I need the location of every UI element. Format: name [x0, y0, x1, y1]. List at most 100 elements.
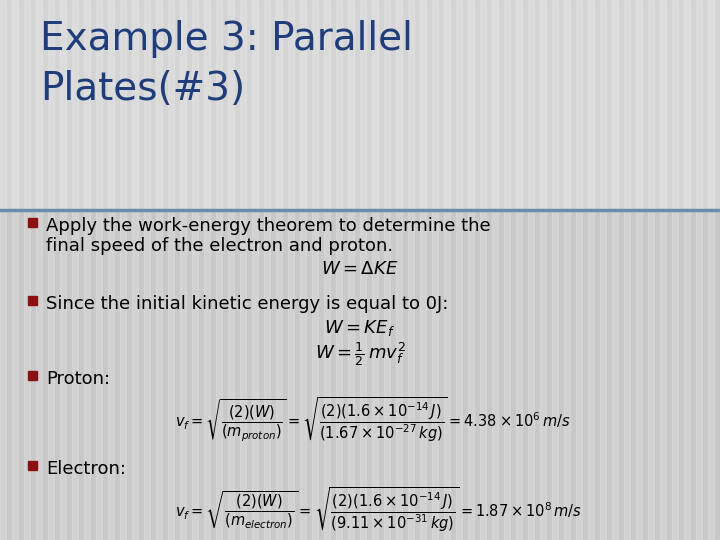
Text: Electron:: Electron:: [46, 460, 126, 478]
Bar: [144, 0, 150, 540]
Bar: [540, 0, 546, 540]
Bar: [420, 0, 426, 540]
Bar: [396, 0, 402, 540]
Bar: [180, 0, 186, 540]
Bar: [0, 0, 6, 540]
Text: Apply the work-energy theorem to determine the: Apply the work-energy theorem to determi…: [46, 217, 490, 235]
Bar: [288, 0, 294, 540]
Bar: [108, 0, 114, 540]
Bar: [348, 0, 354, 540]
Bar: [480, 0, 486, 540]
Bar: [156, 0, 162, 540]
Bar: [660, 0, 666, 540]
Bar: [600, 0, 606, 540]
Bar: [408, 0, 414, 540]
Bar: [384, 0, 390, 540]
Bar: [132, 0, 138, 540]
Bar: [264, 0, 270, 540]
Bar: [192, 0, 198, 540]
Bar: [684, 0, 690, 540]
Bar: [672, 0, 678, 540]
Bar: [372, 0, 378, 540]
Bar: [108, 0, 114, 540]
Bar: [624, 0, 630, 540]
Bar: [624, 0, 630, 540]
Bar: [576, 0, 582, 540]
Bar: [240, 0, 246, 540]
Bar: [240, 0, 246, 540]
Text: $W = \frac{1}{2}\,mv_f^2$: $W = \frac{1}{2}\,mv_f^2$: [315, 340, 405, 368]
Bar: [384, 0, 390, 540]
Bar: [456, 0, 462, 540]
Bar: [432, 0, 438, 540]
Bar: [60, 0, 66, 540]
Bar: [180, 0, 186, 540]
Bar: [636, 0, 642, 540]
Bar: [468, 0, 474, 540]
Bar: [28, 461, 37, 469]
Bar: [84, 0, 90, 540]
Bar: [144, 0, 150, 540]
Bar: [0, 0, 6, 540]
Text: Since the initial kinetic energy is equal to 0J:: Since the initial kinetic energy is equa…: [46, 295, 449, 313]
Bar: [648, 0, 654, 540]
Bar: [36, 0, 42, 540]
Bar: [72, 0, 78, 540]
Bar: [168, 0, 174, 540]
Text: Example 3: Parallel: Example 3: Parallel: [40, 20, 413, 58]
Bar: [516, 0, 522, 540]
Bar: [612, 0, 618, 540]
Bar: [36, 0, 42, 540]
Bar: [252, 0, 258, 540]
Bar: [96, 0, 102, 540]
Bar: [12, 0, 18, 540]
Bar: [372, 0, 378, 540]
Bar: [288, 0, 294, 540]
Bar: [672, 0, 678, 540]
Text: Plates(#3): Plates(#3): [40, 70, 245, 108]
Bar: [216, 0, 222, 540]
Bar: [396, 0, 402, 540]
Bar: [24, 0, 30, 540]
Bar: [684, 0, 690, 540]
Bar: [492, 0, 498, 540]
Bar: [276, 0, 282, 540]
Bar: [660, 0, 666, 540]
Bar: [528, 0, 534, 540]
Bar: [492, 0, 498, 540]
Bar: [264, 0, 270, 540]
Bar: [408, 0, 414, 540]
Text: $v_f = \sqrt{\dfrac{(2)(W)}{(m_{proton})}} = \sqrt{\dfrac{(2)(1.6\times10^{-14}\: $v_f = \sqrt{\dfrac{(2)(W)}{(m_{proton})…: [175, 395, 571, 444]
Bar: [228, 0, 234, 540]
Bar: [348, 0, 354, 540]
Bar: [24, 0, 30, 540]
Bar: [480, 0, 486, 540]
Bar: [444, 0, 450, 540]
Bar: [588, 0, 594, 540]
Bar: [564, 0, 570, 540]
Bar: [60, 0, 66, 540]
Bar: [336, 0, 342, 540]
Bar: [504, 0, 510, 540]
Text: Proton:: Proton:: [46, 370, 110, 388]
Bar: [276, 0, 282, 540]
Bar: [576, 0, 582, 540]
Bar: [312, 0, 318, 540]
Bar: [168, 0, 174, 540]
Bar: [516, 0, 522, 540]
Bar: [48, 0, 54, 540]
Bar: [444, 0, 450, 540]
Bar: [612, 0, 618, 540]
Bar: [708, 0, 714, 540]
Text: final speed of the electron and proton.: final speed of the electron and proton.: [46, 237, 393, 255]
Bar: [0, 0, 720, 210]
Bar: [552, 0, 558, 540]
Bar: [528, 0, 534, 540]
Bar: [588, 0, 594, 540]
Bar: [228, 0, 234, 540]
Text: $W = KE_f$: $W = KE_f$: [325, 318, 395, 338]
Bar: [72, 0, 78, 540]
Bar: [84, 0, 90, 540]
Bar: [456, 0, 462, 540]
Text: $v_f = \sqrt{\dfrac{(2)(W)}{(m_{electron})}} = \sqrt{\dfrac{(2)(1.6\times10^{-14: $v_f = \sqrt{\dfrac{(2)(W)}{(m_{electron…: [175, 485, 582, 534]
